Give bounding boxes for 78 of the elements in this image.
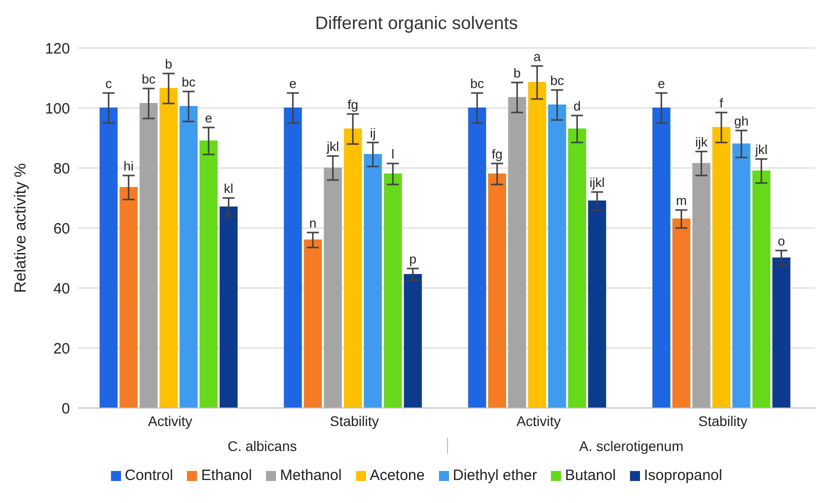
data-label: bc	[142, 72, 156, 86]
data-label: b	[164, 56, 172, 72]
text: A. sclerotigenum	[446, 438, 815, 454]
x-tick-label: Stability	[698, 412, 748, 429]
data-label: gh	[734, 114, 749, 128]
bar	[712, 127, 730, 408]
data-label: fg	[492, 146, 503, 162]
bar	[404, 274, 422, 408]
bar	[140, 103, 158, 408]
data-label: ijkl	[590, 175, 605, 190]
x-tick-label: Activity	[148, 412, 192, 429]
y-tick-label: 100	[44, 100, 70, 118]
bar	[344, 128, 362, 408]
data-label: o	[778, 234, 785, 248]
x-tick-label: Activity	[516, 412, 561, 429]
data-label: hi	[124, 158, 134, 174]
bar	[160, 88, 178, 408]
bar	[588, 200, 606, 408]
data-label: a	[533, 49, 542, 64]
bar	[468, 108, 486, 408]
bar	[100, 108, 118, 408]
bar	[692, 163, 710, 408]
data-label: bc	[550, 73, 564, 88]
x-tick-label: Stability	[330, 412, 379, 429]
data-label: jkl	[754, 142, 768, 157]
y-tick-label: 0	[62, 400, 70, 418]
bar	[120, 187, 138, 408]
bar	[568, 128, 586, 408]
data-label: jkl	[326, 139, 340, 154]
data-label: l	[391, 146, 394, 162]
data-label: ij	[370, 126, 376, 140]
bar	[304, 240, 322, 408]
data-label: bc	[182, 74, 196, 90]
data-label: kl	[224, 181, 234, 196]
legend-label: Isopropanol	[642, 467, 722, 484]
legend-label: Butanol	[564, 467, 616, 484]
y-tick-label: 20	[53, 340, 70, 358]
bar	[384, 174, 402, 408]
y-axis-title: Relative activity %	[12, 163, 30, 293]
bar	[732, 144, 750, 408]
bar	[488, 174, 506, 408]
data-label: bc	[470, 76, 484, 91]
chart-title: Different organic solvents	[314, 12, 519, 35]
data-label: f	[720, 96, 724, 110]
data-label: ijk	[695, 134, 708, 150]
legend-label: Acetone	[368, 467, 425, 484]
text: C. albicans	[226, 438, 298, 454]
bar	[284, 108, 302, 408]
bar	[528, 82, 546, 408]
data-label: e	[204, 110, 212, 126]
bar	[772, 258, 790, 408]
bar	[324, 168, 342, 408]
bar	[364, 154, 382, 408]
legend-label: Methanol	[278, 467, 342, 484]
data-label: e	[658, 76, 665, 91]
legend-label: Ethanol	[200, 467, 252, 484]
bar	[752, 170, 770, 408]
y-tick-label: 40	[53, 280, 70, 298]
data-label: p	[409, 252, 416, 266]
bar	[548, 104, 566, 408]
data-label: n	[309, 216, 316, 230]
y-tick-label: 120	[44, 40, 70, 58]
data-label: b	[513, 66, 521, 80]
legend-label: Control	[124, 467, 174, 484]
legend-label: Diethyl ether	[452, 467, 537, 484]
bar	[652, 108, 670, 408]
data-label: e	[289, 76, 296, 91]
bar	[200, 140, 218, 408]
data-label: d	[573, 98, 581, 114]
bar	[672, 218, 690, 408]
bar	[180, 106, 198, 408]
data-label: c	[105, 76, 112, 91]
bar	[220, 206, 238, 408]
data-label: m	[676, 193, 687, 208]
y-tick-label: 80	[53, 160, 70, 178]
y-tick-label: 60	[53, 220, 70, 238]
bar	[508, 97, 526, 408]
data-label: fg	[347, 97, 358, 112]
